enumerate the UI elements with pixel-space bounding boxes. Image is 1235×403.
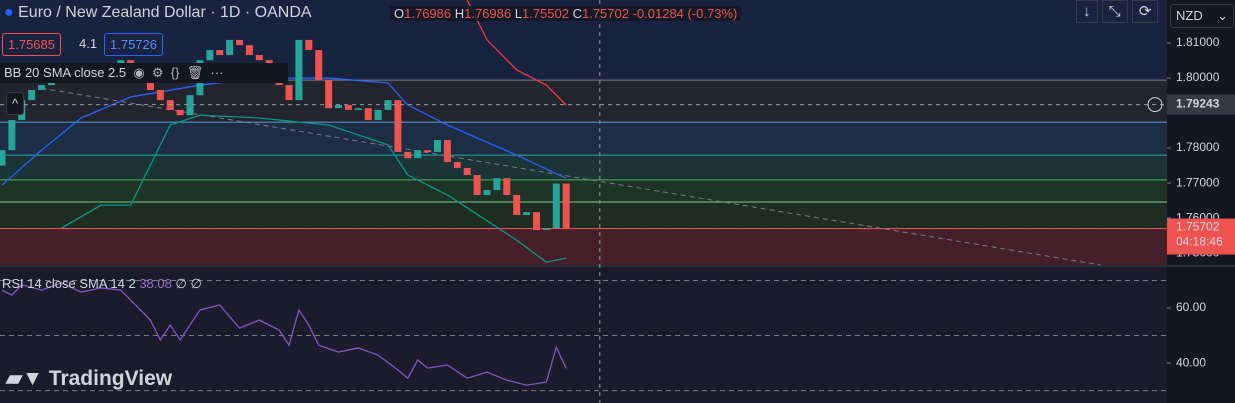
- crosshair-label-bg: [1167, 94, 1235, 115]
- bid[interactable]: 1.75685: [2, 33, 61, 56]
- candle-body: [38, 85, 46, 90]
- candle-body: [146, 80, 154, 90]
- candle-body: [8, 120, 16, 151]
- bollinger-band: [1, 77, 567, 186]
- level-zone: [0, 179, 1167, 202]
- y-tick-label: 1.77000: [1176, 175, 1220, 189]
- candle-body: [305, 39, 313, 51]
- brand-text: TradingView: [48, 367, 173, 390]
- rsi-label: RSI 14 close SMA 14 2: [2, 276, 136, 291]
- close: 1.75702: [581, 6, 629, 21]
- candle-body: [513, 194, 521, 215]
- button[interactable]: ⤡: [1101, 0, 1128, 23]
- high: 1.76986: [464, 6, 512, 21]
- button[interactable]: ⟳: [1131, 0, 1159, 23]
- rsi-line: [1, 282, 567, 386]
- candle-body: [236, 39, 244, 46]
- candle-body: [156, 89, 164, 101]
- rsi-tick-label: 40.00: [1176, 355, 1206, 369]
- candle-body: [295, 39, 303, 101]
- candle-body: [404, 151, 412, 159]
- candle-body: [414, 150, 422, 159]
- candle-body: [483, 190, 491, 195]
- ohlc: O1.76986 H1.76986 L1.75502 C1.75702 -0.0…: [390, 6, 742, 21]
- countdown: 04:18:46: [1176, 235, 1223, 249]
- rsi-bg: [0, 267, 1167, 403]
- candle-body: [473, 175, 481, 195]
- candle-body: [364, 108, 372, 121]
- spread: 4.1: [79, 36, 98, 51]
- candle-body: [523, 212, 531, 215]
- candle-body: [532, 212, 540, 230]
- candle-body: [216, 50, 224, 55]
- rsi-extra: ∅: [175, 276, 187, 291]
- candle-body: [354, 108, 362, 110]
- candle-body: [394, 100, 402, 152]
- candle-body: [335, 105, 343, 109]
- candle-body: [552, 183, 560, 229]
- toolbar: ↓ ⤡ ⟳: [1076, 0, 1159, 23]
- candle-body: [493, 178, 501, 191]
- level-zone: [0, 155, 1167, 180]
- rsi-legend: RSI 14 close SMA 14 2 38.08 ∅ ∅: [2, 276, 202, 292]
- rsi-tick-label: 60.00: [1176, 300, 1206, 314]
- candle-body: [463, 168, 471, 176]
- candle-body: [434, 140, 442, 152]
- candle-body: [0, 150, 6, 166]
- y-tick-label: 1.78000: [1176, 140, 1220, 154]
- level-zone: [0, 201, 1167, 229]
- level-zone: [0, 80, 1167, 123]
- bollinger-band: [466, 0, 567, 106]
- candle-body: [374, 109, 382, 121]
- candle-body: [562, 183, 570, 229]
- candle-body: [344, 105, 352, 110]
- rsi-extra: ∅: [190, 276, 202, 291]
- y-tick-label: 1.81000: [1176, 35, 1220, 49]
- open: 1.76986: [404, 6, 452, 21]
- candle-body: [384, 100, 392, 110]
- last-price-bg: [1167, 218, 1235, 255]
- candle-body: [453, 162, 461, 169]
- indicator: BB 20 SMA close 2.5 ◉ ⚙ {} 🗑 ···: [0, 63, 288, 83]
- candle-body: [325, 80, 333, 109]
- last-price: 1.75702: [1176, 220, 1220, 234]
- button[interactable]: ↓: [1076, 0, 1098, 23]
- candle-body: [285, 85, 293, 101]
- candle-body: [206, 50, 214, 61]
- y-tick-label: 1.80000: [1176, 70, 1220, 84]
- candle-body: [28, 89, 36, 101]
- change: -0.01284 (-0.73%): [632, 6, 738, 21]
- brand: ▰▼ TradingView: [6, 367, 173, 390]
- ask[interactable]: 1.75726: [104, 33, 163, 56]
- candle-body: [443, 140, 451, 163]
- candle-body: [424, 150, 432, 152]
- bollinger-band: [61, 114, 567, 263]
- title: ● Euro / New Zealand Dollar · 1D · OANDA: [4, 4, 312, 21]
- collapse[interactable]: ^: [6, 92, 25, 115]
- candle-body: [176, 109, 184, 116]
- title-text: Euro / New Zealand Dollar · 1D · OANDA: [18, 4, 312, 21]
- level-zone: [0, 122, 1167, 156]
- indicator-label: BB 20 SMA close 2.5: [4, 65, 127, 80]
- add-button: [1147, 97, 1163, 113]
- axis-bg: [1167, 0, 1235, 403]
- candle-body: [315, 50, 323, 81]
- currency-text: NZD: [1176, 8, 1203, 23]
- crosshair-label: 1.79243: [1176, 97, 1220, 111]
- candle-body: [255, 54, 263, 61]
- currency[interactable]: NZD ⌄: [1170, 4, 1234, 28]
- trendline: [41, 87, 1101, 266]
- level-zone: [0, 228, 1167, 265]
- candle-body: [542, 228, 550, 230]
- candle-body: [245, 45, 253, 55]
- candle-body: [226, 39, 234, 55]
- rsi-value: 38.08: [139, 276, 172, 291]
- low: 1.75502: [521, 6, 569, 21]
- candle-body: [186, 95, 194, 116]
- candle-body: [117, 60, 125, 66]
- candle-body: [503, 178, 511, 195]
